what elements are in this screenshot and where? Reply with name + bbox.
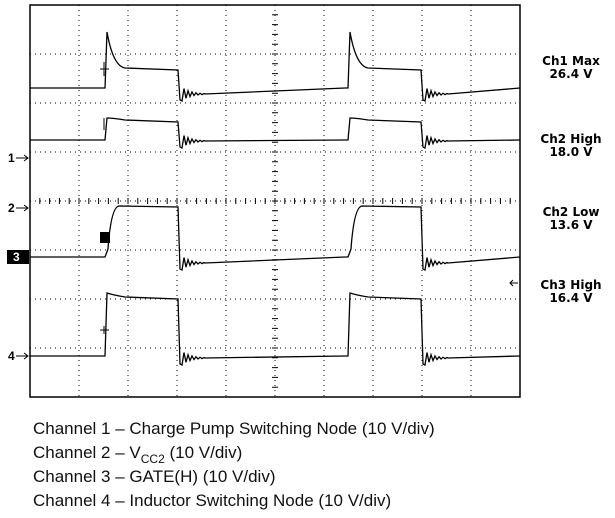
cursor-marker (100, 232, 110, 243)
caption: Channel 3 – GATE(H) (10 V/div) (33, 467, 276, 486)
measurement-value: 16.4 V (549, 291, 593, 305)
channel-marker: 1 (8, 151, 15, 165)
trigger-ticks (100, 62, 109, 334)
axis-ticks (29, 4, 511, 388)
measurement-value: 26.4 V (549, 67, 593, 81)
caption-part: Channel 2 – V (33, 443, 141, 462)
caption: Channel 2 – VCC2 (10 V/div) (33, 443, 242, 466)
marker-arrow (16, 154, 29, 162)
channel-1-trace (30, 31, 521, 102)
marker-arrow (16, 352, 29, 360)
measurement-label: Ch3 High (540, 278, 601, 292)
waveforms (30, 31, 521, 366)
channel-2-trace (30, 117, 521, 149)
channel-marker: 4 (8, 349, 15, 363)
measurement-label: Ch2 Low (543, 205, 600, 219)
caption: Channel 1 – Charge Pump Switching Node (… (33, 419, 435, 438)
caption: Channel 4 – Inductor Switching Node (10 … (33, 491, 391, 510)
grid (29, 4, 520, 397)
caption-part: (10 V/div) (165, 443, 242, 462)
measurement-value: 18.0 V (549, 145, 593, 159)
measurement-label: Ch1 Max (542, 54, 600, 68)
marker-arrow (16, 204, 29, 212)
channel-marker: 3 (13, 250, 20, 264)
channel-marker-box (7, 250, 29, 264)
measurement-value: 13.6 V (549, 218, 593, 232)
channel-marker: 2 (8, 201, 15, 215)
measurement-label: Ch2 High (540, 132, 601, 146)
trigger-marker (509, 279, 518, 287)
caption-subscript: CC2 (141, 452, 165, 466)
channel-4-trace (30, 292, 521, 366)
channel-3-trace (30, 205, 521, 271)
